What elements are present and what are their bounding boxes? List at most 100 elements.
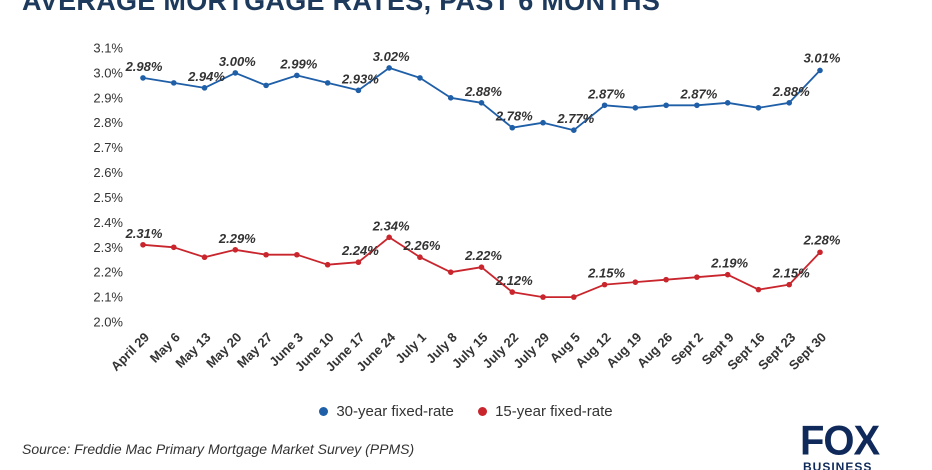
data-label-30-year: 2.94% — [187, 69, 225, 84]
data-point-15-year — [694, 274, 700, 280]
data-label-15-year: 2.29% — [218, 231, 256, 246]
data-label-30-year: 3.01% — [804, 50, 841, 65]
data-point-15-year — [817, 249, 823, 256]
y-tick-label: 2.8% — [93, 115, 123, 130]
y-tick-label: 2.4% — [93, 215, 123, 230]
data-label-30-year: 2.99% — [279, 56, 317, 71]
data-point-30-year — [170, 80, 177, 86]
data-point-30-year — [540, 119, 546, 126]
data-label-15-year: 2.28% — [803, 232, 841, 247]
data-label-30-year: 2.77% — [556, 111, 594, 126]
data-label-15-year: 2.12% — [495, 273, 533, 288]
legend-marker-30-year — [319, 406, 329, 416]
data-label-15-year: 2.19% — [710, 256, 748, 271]
y-tick-label: 2.1% — [93, 290, 123, 305]
legend-label-30-year: 30-year fixed-rate — [336, 403, 454, 420]
data-point-30-year — [509, 124, 516, 131]
data-label-30-year: 2.87% — [587, 86, 625, 101]
data-point-30-year — [140, 75, 146, 81]
data-point-30-year — [571, 127, 577, 133]
data-point-30-year — [263, 82, 269, 89]
y-tick-label: 2.6% — [93, 165, 123, 180]
legend-item-15-year: 15-year fixed-rate — [478, 403, 613, 420]
data-point-15-year — [263, 251, 269, 258]
data-label-15-year: 2.15% — [587, 266, 625, 281]
y-tick-label: 2.7% — [93, 140, 123, 155]
data-point-15-year — [632, 279, 639, 285]
data-point-30-year — [294, 72, 300, 79]
data-label-15-year: 2.22% — [464, 248, 502, 263]
data-point-15-year — [540, 294, 546, 300]
data-point-15-year — [232, 246, 239, 253]
data-point-30-year — [232, 70, 239, 76]
legend-item-30-year: 30-year fixed-rate — [319, 403, 454, 420]
y-tick-label: 2.0% — [93, 315, 123, 330]
x-tick-label: Aug 26 — [634, 330, 675, 371]
data-point-15-year — [786, 281, 793, 288]
data-point-30-year — [694, 102, 700, 109]
y-tick-label: 2.3% — [93, 240, 123, 255]
data-point-15-year — [601, 281, 608, 288]
data-point-15-year — [447, 269, 454, 275]
data-label-15-year: 2.31% — [125, 226, 163, 241]
logo-subtitle: BUSINESS — [803, 460, 873, 470]
data-label-30-year: 2.78% — [495, 109, 533, 124]
data-label-30-year: 3.02% — [373, 49, 410, 64]
series-line-30-year — [142, 67, 821, 132]
data-point-15-year — [140, 241, 146, 248]
data-point-15-year — [386, 234, 392, 241]
data-point-15-year — [755, 286, 762, 293]
y-tick-label: 2.9% — [93, 90, 123, 105]
data-point-30-year — [201, 85, 208, 91]
chart-title: AVERAGE MORTGAGE RATES, PAST 6 MONTHS — [22, 0, 661, 16]
data-point-30-year — [663, 102, 669, 109]
data-label-15-year: 2.24% — [341, 243, 379, 258]
data-point-15-year — [417, 254, 423, 261]
y-tick-label: 3.1% — [93, 41, 123, 56]
y-tick-label: 2.2% — [93, 265, 123, 280]
data-point-30-year — [724, 100, 731, 106]
data-point-15-year — [724, 271, 731, 278]
data-point-15-year — [294, 251, 300, 258]
data-point-15-year — [478, 264, 485, 271]
data-point-30-year — [786, 100, 793, 106]
logo-wordmark: FOX — [800, 421, 880, 465]
data-label-15-year: 2.34% — [372, 218, 410, 233]
data-point-15-year — [355, 259, 362, 266]
chart-legend: 30-year fixed-rate 15-year fixed-rate — [0, 403, 932, 420]
data-label-30-year: 2.88% — [772, 84, 810, 99]
data-point-15-year — [663, 276, 669, 283]
data-point-15-year — [571, 294, 577, 300]
data-label-15-year: 2.26% — [403, 238, 441, 253]
data-point-30-year — [478, 100, 485, 106]
data-point-15-year — [509, 289, 516, 295]
data-point-15-year — [170, 244, 177, 251]
data-label-15-year: 2.15% — [772, 266, 810, 281]
data-label-30-year: 2.98% — [125, 59, 163, 74]
data-point-30-year — [601, 102, 608, 109]
x-tick-label: Sept 2 — [668, 330, 706, 368]
data-point-15-year — [324, 261, 331, 268]
data-label-30-year: 2.88% — [464, 84, 502, 99]
data-label-30-year: 3.00% — [219, 54, 256, 69]
data-point-30-year — [755, 104, 762, 111]
legend-marker-15-year — [478, 406, 488, 416]
source-note: Source: Freddie Mac Primary Mortgage Mar… — [22, 441, 415, 457]
line-chart: 2.0% 2.1% 2.2% 2.3% 2.4% 2.5% 2.6% 2.7% 2.8% 2.9%… — [93, 41, 841, 375]
data-point-30-year — [447, 95, 454, 101]
x-tick-label: April 29 — [108, 330, 152, 374]
data-point-30-year — [817, 67, 823, 74]
legend-label-15-year: 15-year fixed-rate — [495, 403, 613, 420]
data-point-30-year — [632, 104, 639, 111]
fox-business-logo: FOX BUSINESS — [800, 421, 910, 470]
data-label-30-year: 2.87% — [679, 86, 717, 101]
data-point-30-year — [324, 80, 331, 86]
data-point-30-year — [386, 65, 392, 71]
x-tick-label: May 27 — [234, 330, 275, 371]
data-point-15-year — [201, 254, 208, 261]
x-tick-label: July 1 — [392, 330, 429, 367]
data-label-30-year: 2.93% — [341, 71, 379, 86]
data-point-30-year — [417, 75, 423, 81]
y-tick-label: 2.5% — [93, 190, 123, 205]
y-tick-label: 3.0% — [93, 65, 123, 80]
